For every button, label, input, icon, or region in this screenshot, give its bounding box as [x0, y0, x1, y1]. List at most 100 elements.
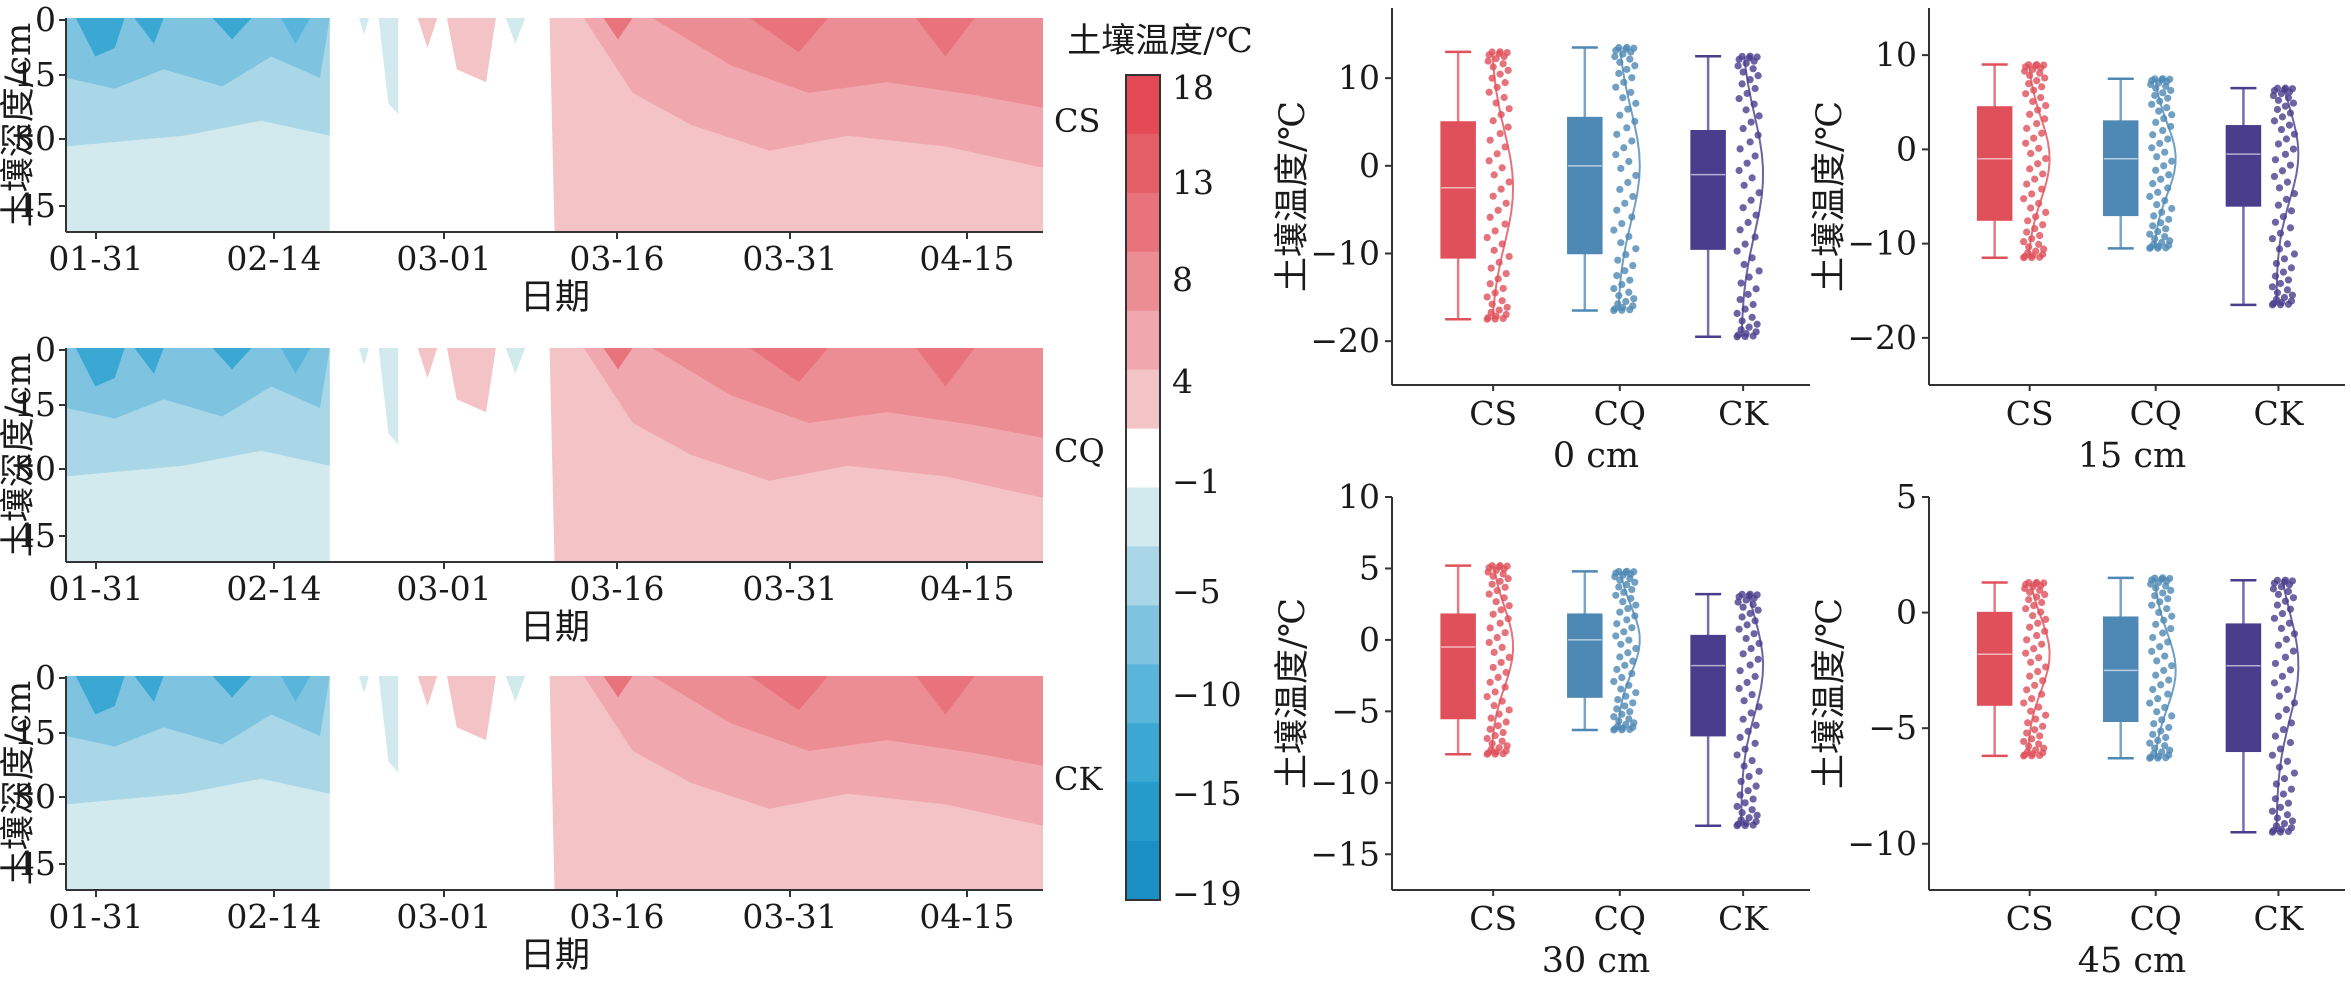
data-point — [2278, 113, 2287, 121]
temperature-band-transition-2 — [417, 676, 438, 706]
data-point — [2290, 769, 2299, 777]
data-point — [1488, 580, 1496, 588]
data-point — [2278, 610, 2287, 618]
density-curve — [2275, 580, 2300, 833]
data-point — [2268, 283, 2277, 291]
data-point — [2033, 60, 2041, 69]
data-point — [2020, 737, 2028, 746]
density-curve — [1740, 593, 1765, 826]
data-point — [2283, 685, 2292, 694]
data-point — [2281, 84, 2290, 92]
data-point — [1489, 663, 1497, 672]
data-point — [2036, 253, 2044, 261]
y-axis-title: 土壤深度/cm — [0, 681, 39, 886]
data-point — [2152, 118, 2160, 127]
colorbar-level-label: 8 — [1172, 260, 1193, 299]
data-point — [2159, 89, 2167, 97]
boxplot-45cm: 5 0 −5 −10 CS CQ CK 45 cm 土壤温度/℃ — [1810, 477, 2345, 981]
data-point — [2282, 135, 2291, 143]
x-tick-label: CQ — [2130, 394, 2182, 433]
heatmap-cq: 0 15 30 45 01-31 02-14 03-01 03-16 03-31 04-15 日期 土… — [0, 330, 1105, 648]
data-point — [2020, 195, 2028, 203]
colorbar-segment — [1126, 841, 1160, 901]
data-point — [1739, 715, 1747, 723]
data-point — [1736, 295, 1744, 304]
data-point — [1493, 633, 1501, 642]
data-point — [1749, 300, 1757, 309]
data-point — [1500, 93, 1508, 102]
box-cs — [1440, 561, 1515, 758]
data-point — [2271, 218, 2280, 226]
data-point — [2036, 751, 2044, 760]
data-point — [1617, 239, 1625, 247]
data-point — [1620, 144, 1628, 152]
temperature-band-transition-2 — [417, 348, 438, 378]
box-ck — [1690, 52, 1765, 341]
colorbar-segment — [1126, 75, 1160, 135]
temperature-band-cold-2 — [66, 676, 330, 747]
y-axis-title: 土壤深度/cm — [0, 353, 39, 558]
data-point — [2153, 657, 2161, 665]
data-point — [1735, 95, 1743, 103]
temperature-band-cold-2 — [66, 348, 330, 419]
box-cs — [1976, 60, 2051, 262]
density-curve — [2275, 87, 2300, 305]
data-point — [2031, 175, 2039, 183]
data-point — [1735, 625, 1743, 633]
data-point — [2167, 586, 2175, 594]
data-point — [2023, 686, 2031, 694]
temperature-band-warm-5 — [603, 676, 633, 698]
y-tick-label: −20 — [1310, 321, 1380, 360]
boxplot-panels: 10 0 −10 −20 CS CQ CK 0 cm 土壤温度/℃ 10 0 −10 −20 CS CQ CK… — [1273, 8, 2345, 981]
data-point — [1749, 332, 1757, 340]
data-point — [1746, 661, 1754, 669]
data-point — [1628, 137, 1636, 145]
data-point — [1490, 702, 1498, 710]
temperature-band-transition-4 — [505, 676, 526, 702]
data-point — [2270, 117, 2279, 125]
temperature-band-cold-5 — [212, 348, 252, 370]
data-point — [2148, 647, 2156, 655]
data-point — [2039, 221, 2047, 229]
data-point — [1738, 80, 1746, 88]
data-point — [2038, 129, 2046, 137]
boxplot-0cm: 10 0 −10 −20 CS CQ CK 0 cm 土壤温度/℃ — [1273, 8, 1810, 476]
temperature-band-warm-4 — [916, 676, 975, 715]
data-point — [2032, 715, 2040, 723]
data-point — [2287, 264, 2296, 272]
data-point — [2165, 723, 2173, 732]
data-point — [1736, 733, 1744, 742]
x-tick-label: 04-15 — [919, 239, 1014, 278]
data-point — [2168, 157, 2176, 165]
temperature-band-cold-3 — [75, 676, 125, 715]
x-tick-label: 02-14 — [226, 569, 321, 608]
data-point — [2149, 685, 2157, 694]
data-point — [2150, 720, 2158, 728]
data-point — [2166, 237, 2174, 245]
data-point — [1612, 46, 1620, 55]
data-point — [2148, 100, 2156, 108]
data-point — [2020, 238, 2028, 246]
colorbar-level-label: −19 — [1172, 874, 1242, 913]
y-tick-label: −15 — [1310, 834, 1380, 873]
data-point — [1504, 575, 1512, 583]
data-point — [2279, 725, 2288, 734]
data-point — [2284, 300, 2293, 308]
data-point — [2034, 619, 2042, 627]
data-point — [2026, 165, 2034, 173]
data-point — [1625, 288, 1633, 296]
y-tick-label: −5 — [1868, 708, 1917, 747]
y-tick-label: 5 — [1359, 548, 1380, 587]
data-point — [1502, 199, 1510, 207]
colorbar-segment — [1126, 723, 1160, 783]
data-point — [2269, 827, 2278, 835]
data-point — [1496, 619, 1504, 627]
data-point — [2035, 654, 2043, 662]
data-point — [1739, 650, 1747, 658]
data-point — [2274, 140, 2283, 148]
data-point — [1505, 602, 1513, 610]
data-point — [2146, 699, 2154, 707]
data-point — [2035, 144, 2043, 152]
density-curve — [2153, 577, 2177, 759]
x-tick-label: CQ — [1594, 899, 1646, 938]
